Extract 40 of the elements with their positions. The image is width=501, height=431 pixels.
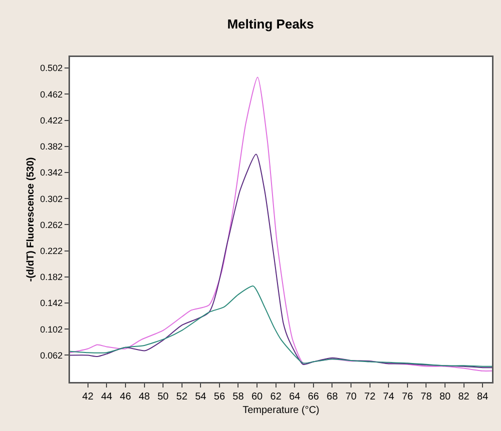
x-tick-label: 62 (270, 392, 282, 402)
x-tick-label: 78 (420, 392, 432, 402)
x-tick-label: 80 (439, 392, 452, 402)
y-tick-label: 0.182 (40, 272, 63, 282)
x-tick-label: 70 (345, 392, 358, 402)
y-tick-label: 0.422 (40, 115, 63, 126)
line-series (70, 76, 492, 372)
line-series (70, 154, 492, 368)
x-tick-label: 66 (308, 392, 320, 402)
y-tick-label: 0.342 (40, 168, 63, 178)
y-tick-label: 0.222 (40, 246, 63, 256)
x-tick-label: 58 (232, 392, 244, 402)
x-tick-label: 54 (195, 392, 207, 402)
x-tick-label: 60 (251, 392, 264, 402)
x-tick-label: 64 (289, 392, 301, 402)
y-tick-label: 0.142 (40, 298, 63, 308)
y-tick-label: 0.502 (40, 63, 63, 74)
x-tick-label: 72 (364, 392, 376, 402)
x-tick-label: 82 (458, 392, 470, 402)
x-tick-label: 68 (326, 392, 338, 402)
x-tick-label: 50 (157, 392, 170, 402)
y-tick-label: 0.262 (40, 220, 63, 230)
x-tick-label: 42 (82, 392, 94, 402)
x-tick-label: 84 (477, 392, 489, 402)
x-tick-label: 52 (176, 392, 188, 402)
y-tick-label: 0.462 (40, 89, 63, 100)
y-tick-label: 0.102 (40, 324, 63, 334)
x-tick-label: 46 (120, 392, 132, 402)
x-axis-title: Temperature (°C) (242, 404, 320, 416)
y-tick-label: 0.062 (40, 350, 63, 360)
y-tick-label: 0.382 (40, 142, 63, 152)
x-tick-label: 48 (138, 392, 150, 402)
x-tick-label: 76 (402, 392, 414, 402)
x-tick-label: 74 (383, 392, 395, 402)
y-tick-label: 0.302 (40, 194, 63, 204)
line-series (70, 286, 492, 367)
chart-title: Melting Peaks (227, 16, 314, 32)
x-tick-label: 44 (101, 392, 113, 402)
x-tick-label: 56 (214, 392, 226, 402)
y-axis-title: -(d/dT) Fluorescence (530) (25, 157, 36, 282)
